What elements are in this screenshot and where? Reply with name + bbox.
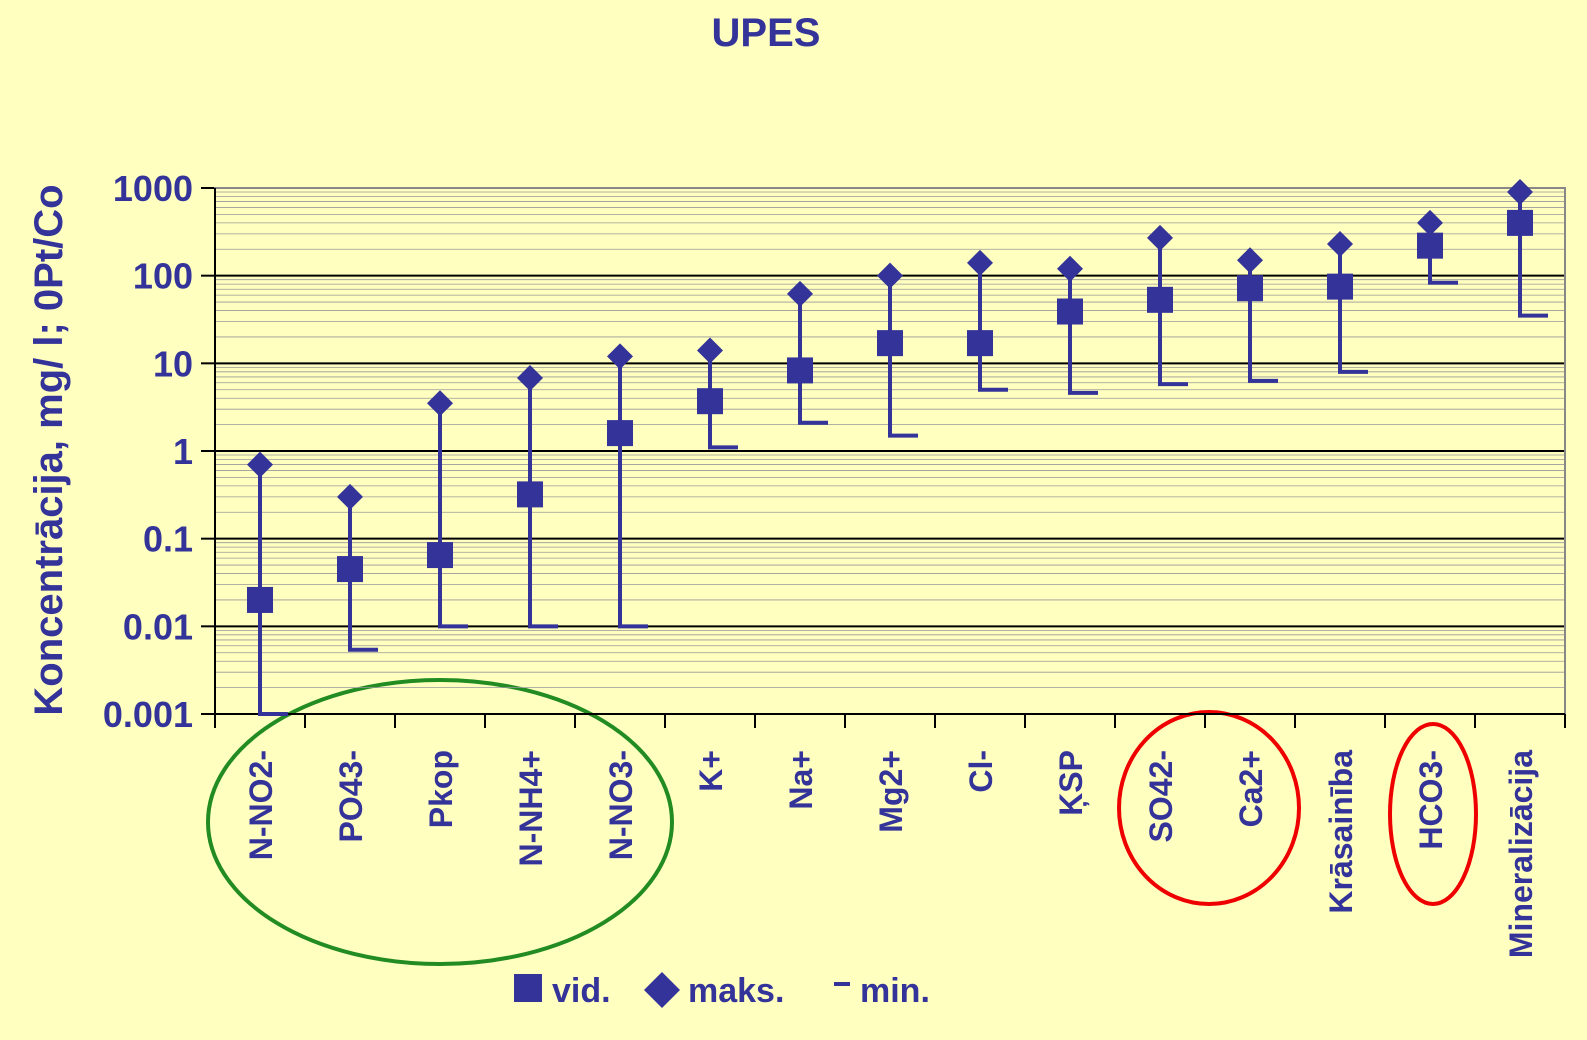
avg-marker <box>1057 298 1083 325</box>
max-marker <box>1327 230 1353 257</box>
y-tick-label: 0.001 <box>103 694 193 735</box>
chart-title: UPES <box>712 11 821 55</box>
max-marker <box>607 343 633 370</box>
x-tick-label: Mg2+ <box>873 750 909 833</box>
x-tick-label: N-NO2- <box>243 750 279 860</box>
avg-marker <box>877 330 903 357</box>
y-tick-label: 0.01 <box>123 606 193 647</box>
max-marker <box>1417 209 1443 236</box>
y-tick-label: 10 <box>153 343 193 384</box>
avg-marker <box>607 420 633 447</box>
x-tick-label: HCO3- <box>1413 750 1449 850</box>
max-marker <box>427 390 453 417</box>
max-marker <box>967 249 993 276</box>
legend-label: min. <box>860 972 930 1010</box>
max-marker <box>1507 179 1533 206</box>
avg-marker <box>337 556 363 583</box>
max-marker <box>787 280 813 307</box>
avg-marker <box>427 542 453 569</box>
y-tick-label: 100 <box>133 256 193 297</box>
max-marker <box>337 483 363 510</box>
max-marker <box>517 365 543 392</box>
highlight-ellipse <box>206 678 674 966</box>
x-tick-label: N-NO3- <box>603 750 639 860</box>
x-tick-label: ĶSP <box>1053 750 1089 816</box>
avg-marker <box>1327 273 1353 300</box>
avg-marker <box>247 586 273 613</box>
x-tick-label: Pkop <box>423 750 459 828</box>
x-tick-label: SO42- <box>1143 750 1179 842</box>
legend-swatch <box>514 974 542 1002</box>
max-marker <box>1147 224 1173 251</box>
max-marker <box>877 262 903 289</box>
y-tick-label: 0.1 <box>143 519 193 560</box>
avg-marker <box>967 330 993 357</box>
x-tick-label: Cl- <box>963 750 999 793</box>
highlight-ellipse <box>1117 710 1301 906</box>
avg-marker <box>1237 275 1263 302</box>
x-tick-label: K+ <box>693 750 729 792</box>
max-marker <box>697 337 723 364</box>
avg-marker <box>1507 209 1533 236</box>
y-tick-label: 1000 <box>113 168 193 209</box>
highlight-ellipse <box>1388 722 1478 906</box>
x-tick-label: Ca2+ <box>1233 750 1269 827</box>
max-marker <box>1237 247 1263 274</box>
x-tick-label: Mineralizācija <box>1503 750 1539 958</box>
x-tick-label: Krāsainība <box>1323 750 1359 914</box>
max-marker <box>247 451 273 478</box>
x-tick-label: PO43- <box>333 750 369 842</box>
avg-marker <box>517 481 543 508</box>
legend-swatch <box>644 972 680 1008</box>
avg-marker <box>1147 286 1173 313</box>
x-tick-label: N-NH4+ <box>513 750 549 866</box>
avg-marker <box>1417 232 1443 259</box>
x-tick-label: Na+ <box>783 750 819 810</box>
legend-label: maks. <box>688 972 784 1010</box>
max-marker <box>1057 255 1083 282</box>
avg-marker <box>787 357 813 384</box>
legend-label: vid. <box>552 972 611 1010</box>
avg-marker <box>697 388 723 415</box>
y-axis-label: Koncentrācija, mg/ l; 0Pt/Co <box>27 184 71 715</box>
y-tick-label: 1 <box>173 431 193 472</box>
